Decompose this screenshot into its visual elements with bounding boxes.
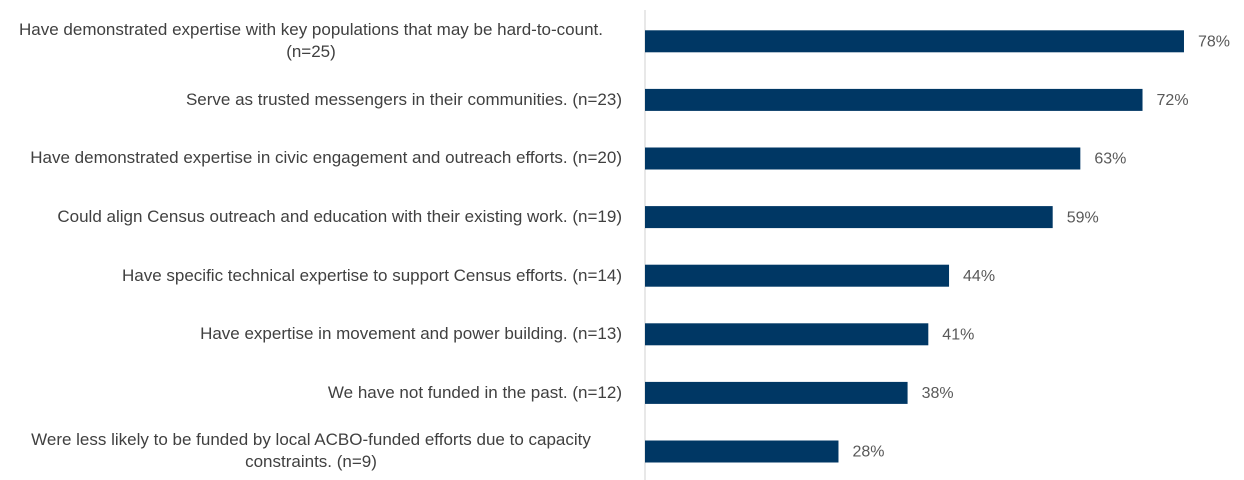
bar [645, 88, 1143, 111]
bar [645, 323, 929, 346]
value-label: 44% [963, 268, 995, 285]
bar [645, 440, 839, 463]
value-label: 72% [1157, 92, 1189, 109]
bar [645, 206, 1053, 229]
category-label: Serve as trusted messengers in their com… [0, 71, 622, 130]
category-text: We have not funded in the past. (n=12) [327, 382, 622, 402]
value-label: 63% [1094, 151, 1126, 168]
category-label: Have demonstrated expertise with key pop… [0, 12, 622, 71]
category-label: Have specific technical expertise to sup… [0, 246, 622, 305]
bar [645, 264, 950, 287]
value-label: 28% [852, 444, 884, 461]
value-label: 38% [922, 385, 954, 402]
category-text: Have demonstrated expertise with key pop… [19, 20, 603, 62]
category-label: Were less likely to be funded by local A… [0, 422, 622, 480]
category-label: Have expertise in movement and power bui… [0, 305, 622, 364]
value-label: 59% [1067, 209, 1099, 226]
category-label: We have not funded in the past. (n=12) [0, 364, 622, 423]
bar [645, 147, 1081, 170]
category-label: Have demonstrated expertise in civic eng… [0, 129, 622, 188]
category-text: Have demonstrated expertise in civic eng… [30, 148, 622, 168]
bar [645, 30, 1184, 53]
category-label: Could align Census outreach and educatio… [0, 188, 622, 247]
category-text: Were less likely to be funded by local A… [31, 430, 591, 472]
category-text: Could align Census outreach and educatio… [57, 207, 622, 227]
value-label: 78% [1198, 34, 1230, 51]
value-label: 41% [942, 327, 974, 344]
category-text: Have specific technical expertise to sup… [121, 265, 622, 285]
category-text: Have expertise in movement and power bui… [200, 324, 622, 344]
category-text: Serve as trusted messengers in their com… [185, 89, 622, 109]
bar [645, 381, 908, 404]
